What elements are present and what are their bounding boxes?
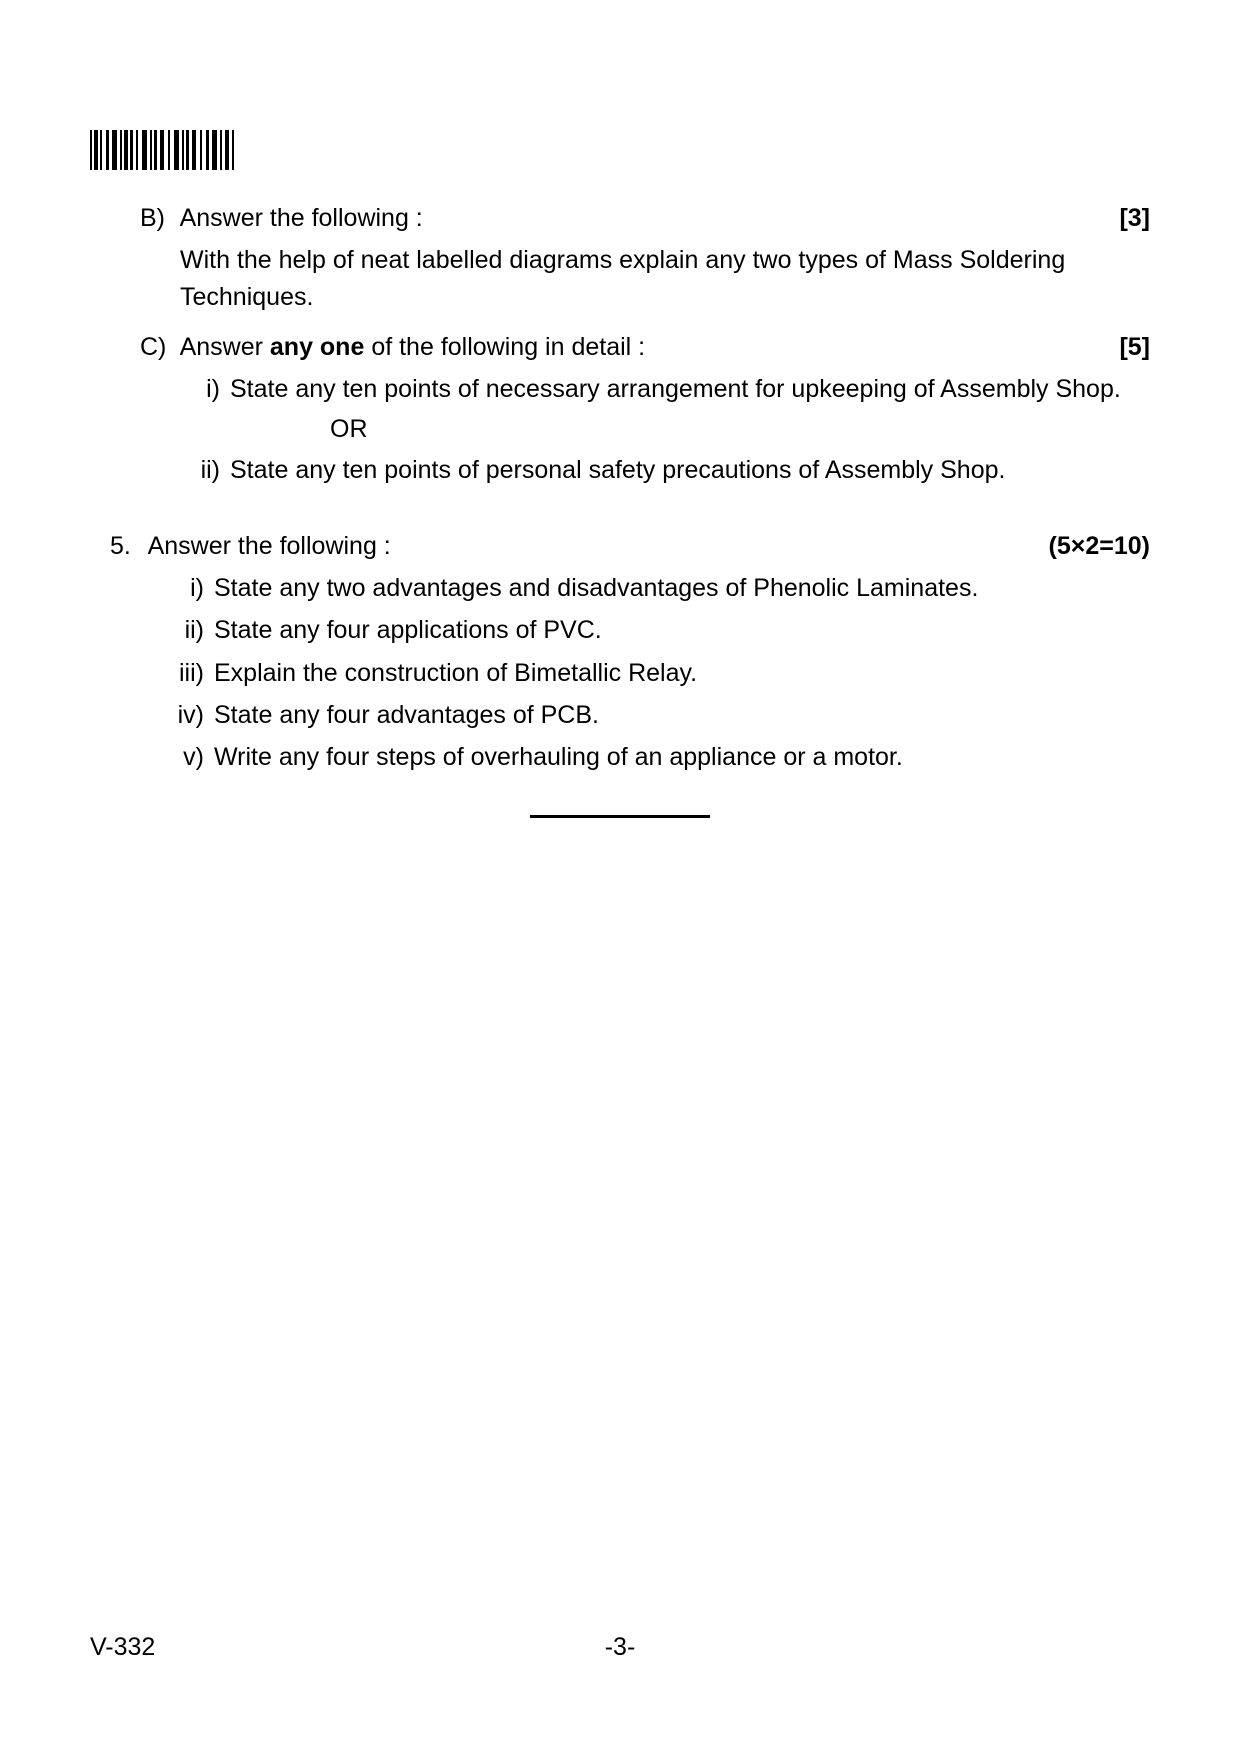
item-text: State any ten points of necessary arrang… [230,371,1150,407]
roman-numeral: iv) [160,697,204,733]
roman-numeral: iii) [160,655,204,691]
section-c-marks: [5] [1119,329,1150,365]
footer: V-332 -3- [90,1629,1150,1665]
q5-items: i) State any two advantages and disadvan… [160,570,1150,775]
section-b-label: B) [140,200,174,236]
section-c-item-2: ii) State any ten points of personal saf… [180,452,1150,488]
section-b-body: With the help of neat labelled diagrams … [180,242,1150,315]
item-text: State any ten points of personal safety … [230,452,1150,488]
roman-numeral: i) [180,371,220,407]
q5-item: v) Write any four steps of overhauling o… [160,739,1150,775]
page: B) Answer the following : [3] With the h… [0,0,1240,1755]
section-b-heading-row: B) Answer the following : [3] [140,200,1150,236]
section-b-heading: B) Answer the following : [140,200,423,236]
section-c-heading-pre: Answer [180,333,270,361]
q5-item: iii) Explain the construction of Bimetal… [160,655,1150,691]
item-text: State any two advantages and disadvantag… [214,570,1150,606]
roman-numeral: ii) [160,612,204,648]
item-text: State any four advantages of PCB. [214,697,1150,733]
footer-center: -3- [90,1629,1150,1665]
q5-heading-text: Answer the following : [148,532,391,560]
roman-numeral: ii) [180,452,220,488]
q5-heading-row: 5. Answer the following : (5×2=10) [110,528,1150,564]
q5-item: iv) State any four advantages of PCB. [160,697,1150,733]
item-text: Explain the construction of Bimetallic R… [214,655,1150,691]
or-separator: OR [330,411,1150,447]
roman-numeral: v) [160,739,204,775]
q5-item: i) State any two advantages and disadvan… [160,570,1150,606]
q5-item: ii) State any four applications of PVC. [160,612,1150,648]
section-c-heading: C) Answer any one of the following in de… [140,329,645,365]
section-b-marks: [3] [1119,200,1150,236]
section-c-label: C) [140,329,174,365]
q5-marks: (5×2=10) [1049,528,1150,564]
item-text: Write any four steps of overhauling of a… [214,739,1150,775]
section-c-heading-bold: any one [270,333,364,361]
section-c-item-1: i) State any ten points of necessary arr… [180,371,1150,407]
q5-heading: 5. Answer the following : [110,528,391,564]
end-rule [530,815,710,818]
item-text: State any four applications of PVC. [214,612,1150,648]
section-c-heading-row: C) Answer any one of the following in de… [140,329,1150,365]
barcode [90,130,250,170]
q5-number: 5. [110,528,142,564]
roman-numeral: i) [160,570,204,606]
section-c-heading-post: of the following in detail : [364,333,645,361]
section-b-heading-text: Answer the following : [180,204,423,232]
